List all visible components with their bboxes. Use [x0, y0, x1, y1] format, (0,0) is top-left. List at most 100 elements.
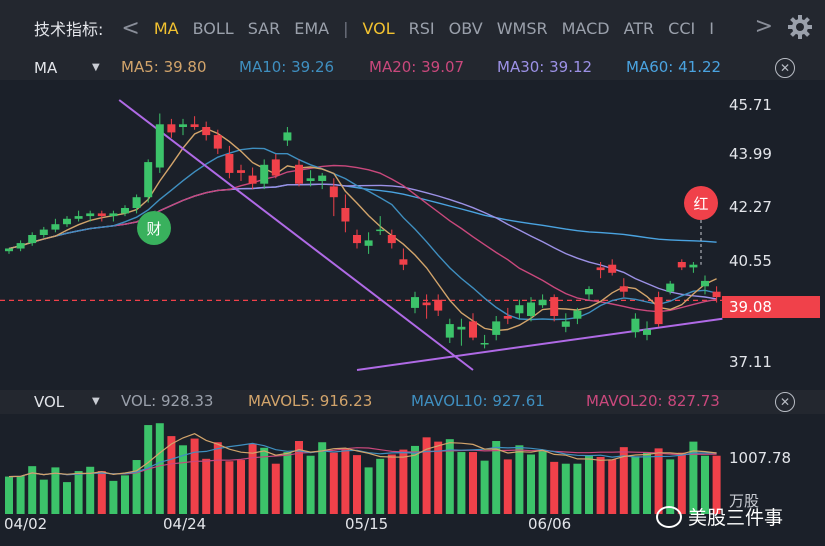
ma20-label: MA20: 39.07	[369, 58, 465, 76]
volume-bar	[538, 450, 547, 514]
price-tick: 40.55	[729, 252, 772, 270]
toolbar-title: 技术指标:	[34, 20, 104, 39]
ma30-label: MA30: 39.12	[497, 58, 593, 76]
candle-body	[457, 326, 466, 330]
vol-selector[interactable]: VOL	[34, 393, 65, 411]
candle-body	[411, 297, 419, 308]
tab-ema[interactable]: EMA	[294, 18, 330, 38]
candle-body	[596, 267, 605, 271]
candle-body	[654, 297, 663, 325]
candle-body	[237, 170, 245, 173]
candle-body	[550, 297, 559, 316]
tab-boll[interactable]: BOLL	[192, 18, 234, 38]
volume-bar	[306, 455, 315, 514]
candle-body	[39, 229, 48, 235]
volume-bar	[109, 480, 118, 514]
candle-body	[387, 235, 396, 244]
volume-bar	[469, 452, 477, 514]
date-tick: 04/24	[163, 515, 207, 533]
candle-body	[271, 159, 280, 176]
volume-bar	[318, 442, 327, 514]
volume-bar	[631, 456, 640, 514]
volume-bar	[480, 460, 489, 514]
volume-bar	[202, 458, 211, 514]
dividend-badge[interactable]: 红	[684, 186, 718, 220]
candle-body	[515, 305, 524, 314]
candle-body	[74, 216, 83, 219]
candle-body	[190, 124, 199, 127]
gear-icon[interactable]	[787, 14, 813, 40]
ma-dropdown-icon[interactable]: ▼	[92, 62, 100, 73]
mavol5-label: MAVOL5: 916.23	[248, 392, 373, 410]
candle-body	[561, 321, 570, 327]
volume-bar	[121, 475, 129, 514]
volume-bar	[387, 454, 396, 514]
price-tick: 45.71	[729, 96, 772, 114]
candle-body	[260, 164, 269, 184]
downtrend-line	[118, 99, 474, 371]
volume-bar	[457, 452, 466, 514]
tab-cci[interactable]: CCI	[668, 18, 696, 38]
candle-body	[202, 127, 211, 136]
ma-selector[interactable]: MA	[34, 59, 58, 77]
candle-body	[51, 224, 60, 230]
candle-body	[225, 154, 234, 173]
candle-body	[213, 135, 222, 149]
ma60-label: MA60: 41.22	[626, 58, 722, 76]
candle-body	[701, 280, 709, 287]
mavol5-line	[8, 433, 717, 478]
volume-bar	[364, 467, 373, 514]
mavol10-label: MAVOL10: 927.61	[411, 392, 545, 410]
candle-body	[341, 208, 350, 222]
volume-bar	[492, 441, 501, 514]
volume-bar	[213, 442, 222, 514]
volume-bar	[712, 455, 721, 514]
ma5-label: MA5: 39.80	[121, 58, 207, 76]
vol-dropdown-icon[interactable]: ▼	[92, 396, 100, 407]
volume-bar	[190, 438, 199, 514]
volume-bar	[51, 467, 60, 514]
volume-bar	[550, 461, 559, 514]
prev-chevron-icon[interactable]: <	[121, 15, 140, 41]
tab-sar[interactable]: SAR	[247, 18, 281, 38]
volume-bar	[434, 441, 443, 514]
volume-bar	[179, 445, 187, 514]
tab-macd[interactable]: MACD	[561, 18, 610, 38]
date-tick: 05/15	[345, 515, 389, 533]
candle-body	[422, 302, 431, 306]
volume-bar	[16, 475, 25, 514]
close-vol-icon[interactable]: ✕	[775, 392, 795, 412]
candle-body	[399, 259, 408, 265]
candle-body	[492, 321, 501, 335]
volume-bar	[503, 459, 512, 514]
candlestick-chart	[0, 99, 723, 371]
candle-body	[503, 316, 512, 319]
volume-bar	[689, 441, 698, 514]
volume-bar	[585, 455, 593, 514]
volume-bar	[666, 459, 675, 514]
candle-body	[86, 213, 95, 217]
candle-body	[527, 302, 535, 316]
volume-bar	[353, 455, 361, 514]
tab-more[interactable]: I	[709, 18, 714, 38]
volume-bar	[654, 448, 663, 514]
volume-bar	[376, 458, 385, 514]
next-chevron-icon[interactable]: >	[754, 14, 773, 39]
tab-rsi[interactable]: RSI	[408, 18, 435, 38]
tab-atr[interactable]: ATR	[623, 18, 655, 38]
price-tick: 37.11	[729, 353, 772, 371]
candle-body	[631, 318, 640, 333]
earnings-badge[interactable]: 财	[137, 211, 171, 245]
volume-bar	[167, 436, 176, 514]
volume-bar	[28, 466, 37, 514]
close-ma-icon[interactable]: ✕	[775, 58, 795, 78]
tab-wmsr[interactable]: WMSR	[496, 18, 548, 38]
tab-vol[interactable]: VOL	[362, 18, 395, 38]
date-tick: 04/02	[4, 515, 48, 533]
volume-bar	[445, 439, 454, 514]
tab-ma[interactable]: MA	[153, 18, 179, 38]
tab-obv[interactable]: OBV	[448, 18, 483, 38]
volume-bar	[329, 452, 338, 514]
volume-bar	[619, 447, 628, 514]
candle-body	[97, 213, 106, 217]
